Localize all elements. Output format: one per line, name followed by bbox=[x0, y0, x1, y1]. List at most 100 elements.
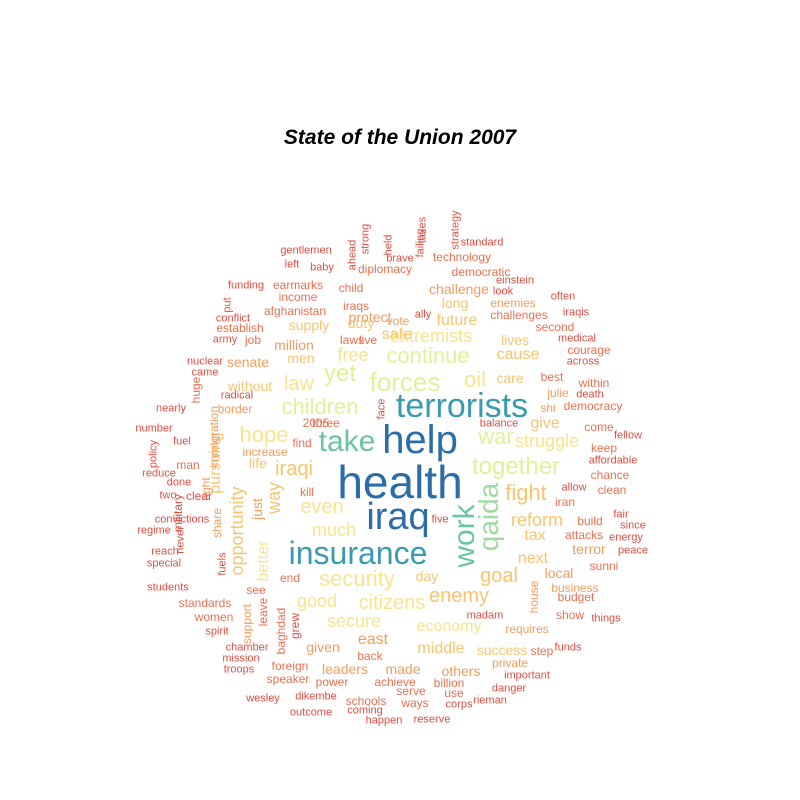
word: einstein bbox=[496, 274, 534, 287]
word: come bbox=[584, 420, 614, 434]
word: medical bbox=[558, 332, 596, 345]
word: reform bbox=[510, 510, 564, 530]
word: schools bbox=[345, 694, 387, 708]
word: tax bbox=[524, 527, 546, 544]
word: support bbox=[240, 603, 254, 645]
word: private bbox=[491, 656, 529, 670]
word: chamber bbox=[225, 641, 269, 654]
word: clear bbox=[185, 489, 213, 503]
word: protect bbox=[348, 309, 392, 325]
word: good bbox=[296, 591, 338, 611]
word: billion bbox=[433, 676, 465, 690]
word: requires bbox=[505, 622, 549, 636]
word: step bbox=[530, 644, 554, 658]
word: spirit bbox=[205, 625, 229, 638]
word: made bbox=[385, 661, 421, 677]
word: julie bbox=[547, 386, 569, 400]
word: baghdad bbox=[274, 607, 288, 655]
word: clean bbox=[597, 483, 627, 497]
word: life bbox=[249, 455, 267, 471]
word: fuels bbox=[216, 552, 229, 576]
word: yet bbox=[323, 360, 357, 387]
word: diplomacy bbox=[357, 262, 413, 276]
word: show bbox=[555, 608, 585, 622]
word: establish bbox=[216, 321, 264, 335]
word: see bbox=[246, 583, 266, 597]
word: power bbox=[315, 675, 349, 689]
word: continue bbox=[386, 343, 470, 368]
word: allow bbox=[561, 481, 587, 494]
word: future bbox=[436, 312, 478, 329]
word: gentlemen bbox=[280, 244, 332, 257]
word: danger bbox=[491, 682, 527, 695]
word: struggle bbox=[514, 431, 580, 451]
word: safe bbox=[381, 326, 413, 343]
word: given bbox=[306, 639, 340, 655]
word: local bbox=[544, 565, 574, 581]
word: children bbox=[281, 394, 359, 419]
word: failing bbox=[414, 228, 427, 258]
word: peace bbox=[618, 544, 648, 557]
chart-title: State of the Union 2007 bbox=[283, 126, 517, 149]
word: conflict bbox=[215, 312, 251, 325]
word: best bbox=[540, 370, 564, 384]
word: funding bbox=[227, 279, 265, 292]
word: attacks bbox=[564, 528, 604, 542]
word: standard bbox=[460, 236, 504, 249]
word: technology bbox=[432, 250, 492, 264]
word: budget bbox=[557, 590, 595, 604]
word: oil bbox=[463, 367, 487, 392]
word: put bbox=[221, 297, 234, 313]
word: look bbox=[492, 285, 514, 298]
word: army bbox=[212, 333, 238, 346]
word: fuel bbox=[173, 435, 191, 448]
word: students bbox=[147, 581, 189, 594]
word: citizens bbox=[358, 592, 426, 614]
word: men bbox=[287, 350, 315, 366]
word: end bbox=[279, 571, 301, 585]
word: strong bbox=[359, 223, 372, 255]
word: second bbox=[535, 320, 575, 334]
word: challenge bbox=[429, 281, 489, 297]
word: funds bbox=[554, 641, 582, 654]
word: back bbox=[357, 649, 383, 663]
word: challenges bbox=[490, 308, 548, 322]
word: fair bbox=[613, 508, 629, 521]
word: law bbox=[283, 373, 315, 395]
word: east bbox=[357, 631, 389, 648]
word: just bbox=[249, 498, 265, 520]
word: long bbox=[441, 295, 469, 311]
word: iraq bbox=[366, 496, 430, 538]
word: live bbox=[358, 333, 378, 347]
word: reduce bbox=[142, 467, 176, 480]
word: secure bbox=[326, 611, 382, 631]
word: ahead bbox=[346, 239, 359, 271]
word: free bbox=[337, 345, 369, 365]
word: care bbox=[496, 370, 524, 386]
word: terrorists bbox=[395, 387, 529, 425]
word: two bbox=[159, 489, 177, 502]
word: cause bbox=[496, 346, 540, 363]
word: immigration bbox=[207, 405, 221, 469]
word: day bbox=[415, 568, 439, 584]
word: democracy bbox=[563, 399, 623, 413]
word: dikembe bbox=[295, 690, 337, 703]
word: brave bbox=[386, 252, 414, 265]
word: find bbox=[292, 436, 312, 450]
word: better bbox=[255, 540, 272, 582]
word: terror bbox=[572, 541, 606, 557]
word: enemies bbox=[490, 296, 536, 310]
word: speaker bbox=[266, 672, 310, 686]
word: opportunity bbox=[227, 486, 247, 576]
word: foreign bbox=[271, 659, 309, 673]
word: left bbox=[284, 258, 300, 271]
word: health bbox=[337, 456, 463, 508]
word: serve bbox=[396, 684, 426, 698]
word: security bbox=[319, 566, 395, 591]
word: democratic bbox=[451, 265, 511, 279]
word: next bbox=[517, 550, 549, 567]
word: take bbox=[318, 425, 376, 458]
word: economy bbox=[416, 618, 482, 635]
word: within bbox=[578, 376, 610, 390]
